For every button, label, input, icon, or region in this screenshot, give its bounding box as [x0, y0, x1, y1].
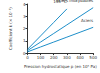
svg-text:400: 400 — [76, 55, 84, 60]
svg-text:Coefficient k (× 10⁻³): Coefficient k (× 10⁻³) — [8, 7, 13, 50]
svg-text:0: 0 — [26, 55, 29, 60]
svg-text:300: 300 — [63, 55, 71, 60]
svg-text:Aciers: Aciers — [81, 18, 93, 23]
svg-text:3: 3 — [23, 14, 26, 19]
svg-text:4: 4 — [23, 2, 26, 7]
svg-text:100: 100 — [37, 55, 45, 60]
svg-text:Aciers inoxydables: Aciers inoxydables — [56, 0, 93, 3]
svg-text:0: 0 — [22, 50, 26, 56]
svg-text:1: 1 — [23, 38, 26, 43]
svg-text:2: 2 — [23, 26, 26, 31]
svg-text:500: 500 — [89, 55, 97, 60]
svg-text:Pression hydrostatique p (en 1: Pression hydrostatique p (en 10⁵ Pa) — [24, 64, 97, 69]
svg-text:200: 200 — [50, 55, 58, 60]
